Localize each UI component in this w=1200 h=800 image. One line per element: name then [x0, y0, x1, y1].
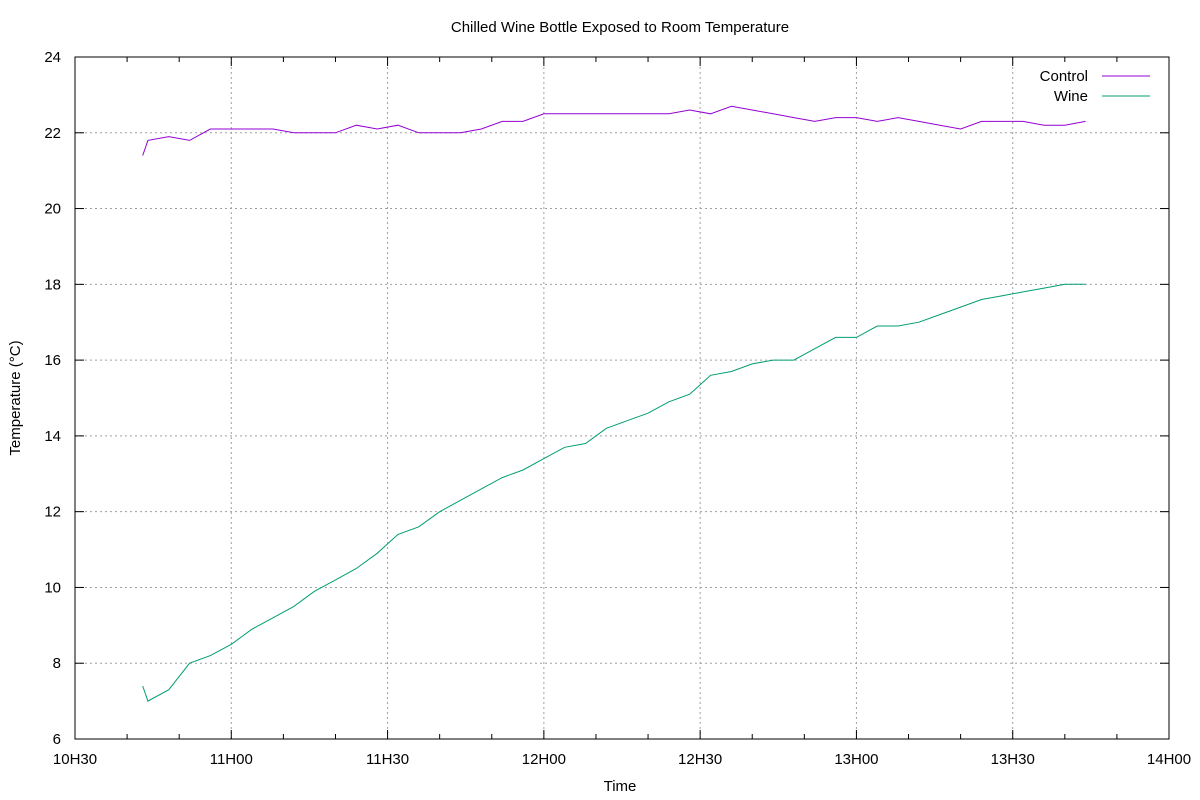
y-tick-label: 18: [44, 276, 61, 293]
y-tick-label: 10: [44, 579, 61, 596]
x-tick-label: 11H30: [366, 751, 409, 768]
chart-title: Chilled Wine Bottle Exposed to Room Temp…: [451, 19, 789, 36]
x-tick-labels: 10H30 11H00 11H30 12H00 12H30 13H00 13H30 14H00: [53, 751, 1191, 768]
legend-label-control: Control: [1040, 68, 1088, 85]
x-tick-label: 12H00: [522, 751, 566, 768]
series-layer: [142, 105, 1086, 702]
y-tick-labels: 6 8 10 12 14 16 18 20 22 24: [44, 49, 61, 748]
y-tick-label: 14: [44, 428, 61, 445]
x-tick-label: 12H30: [678, 751, 722, 768]
y-tick-label: 6: [53, 731, 61, 748]
y-axis-label: Temperature (°C): [7, 340, 24, 455]
x-tick-label: 13H30: [991, 751, 1035, 768]
x-tick-label: 13H00: [834, 751, 878, 768]
legend: Control Wine: [1040, 68, 1150, 105]
x-axis-label: Time: [604, 778, 637, 795]
ticks: [74, 56, 1170, 740]
plot-frame: [74, 56, 1170, 740]
x-tick-label: 14H00: [1147, 751, 1191, 768]
y-tick-label: 24: [44, 49, 61, 66]
y-tick-label: 22: [44, 125, 61, 142]
x-tick-label: 11H00: [210, 751, 253, 768]
legend-label-wine: Wine: [1054, 88, 1088, 105]
y-tick-label: 8: [53, 655, 61, 672]
y-tick-label: 16: [44, 352, 61, 369]
series-line-wine: [142, 283, 1086, 702]
x-tick-label: 10H30: [53, 751, 97, 768]
y-tick-label: 12: [44, 504, 61, 521]
grid: [75, 57, 1169, 739]
series-line-control: [142, 105, 1086, 156]
y-tick-label: 20: [44, 201, 61, 218]
